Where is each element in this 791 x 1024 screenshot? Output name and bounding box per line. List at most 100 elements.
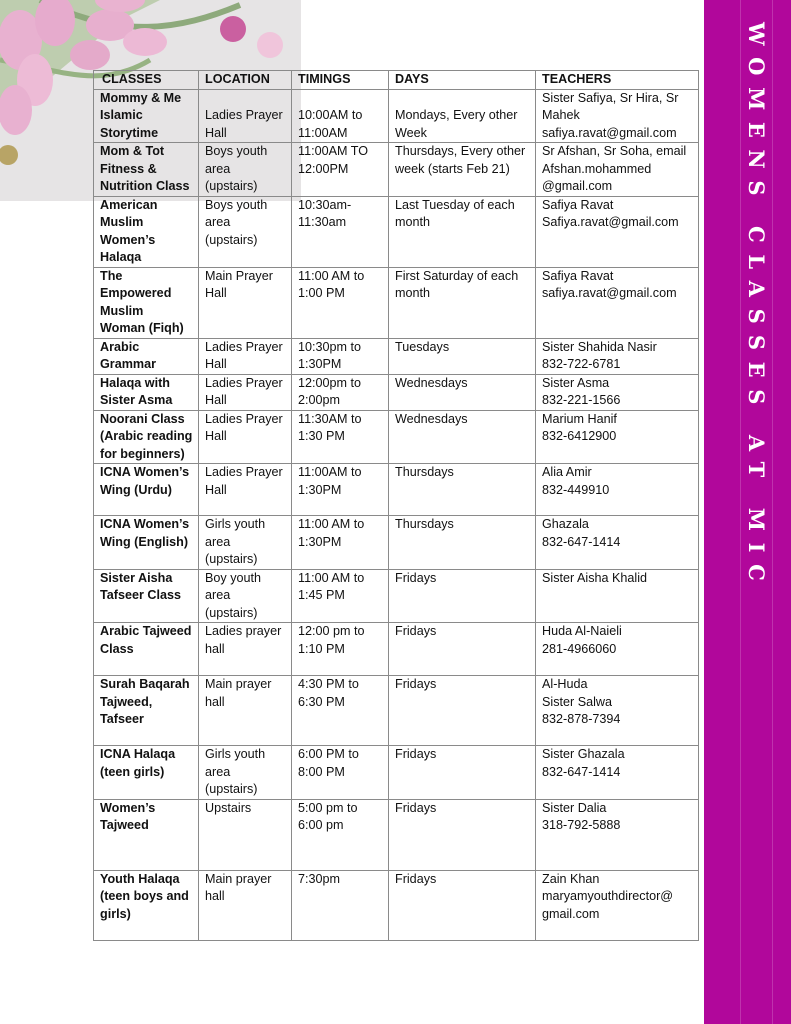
- cell-text: Hall: [205, 125, 227, 140]
- cell-location: Ladies Prayer Hall: [198, 88, 292, 143]
- table-row: Youth Halaqa (teen boys and girls) Main pra…: [93, 869, 699, 941]
- cell-text: Marium Hanif: [542, 411, 617, 426]
- cell-text: (upstairs): [205, 782, 258, 796]
- cell-teachers: Sister Safiya, Sr Hira, Sr Mahek safiya.ra…: [535, 88, 699, 143]
- cell-text: Grammar: [100, 357, 157, 371]
- table-row: The Empowered Muslim Woman (Fiqh) Main Praye…: [93, 266, 699, 339]
- cell-days: Wednesdays: [388, 373, 536, 411]
- cell-text: First Saturday of each: [395, 268, 519, 283]
- cell-text: Ghazala: [542, 517, 589, 531]
- cell-class-name: Arabic Tajweed Class: [93, 622, 199, 676]
- cell-text: Women’s: [100, 232, 156, 247]
- cell-text: Safiya Ravat: [542, 268, 614, 283]
- cell-text: Mahek: [542, 108, 580, 122]
- cell-class-name: American Muslim Women’s Halaqa: [93, 195, 199, 268]
- cell-text: 1:30PM: [298, 357, 342, 371]
- cell-text: 10:00AM to: [298, 108, 363, 122]
- cell-text: 832-449910: [542, 482, 610, 497]
- cell-text: Upstairs: [205, 800, 252, 815]
- cell-class-name: ICNA Women’s Wing (Urdu): [93, 463, 199, 516]
- cell-text: 12:00PM: [298, 161, 349, 176]
- cell-text: Wing (Urdu): [100, 482, 172, 497]
- cell-text: 8:00 PM: [298, 764, 345, 779]
- cell-class-name: Noorani Class (Arabic reading for beginner…: [93, 409, 199, 464]
- cell-text: Empowered: [100, 286, 172, 300]
- cell-text: Main prayer: [205, 677, 272, 691]
- cell-text: 1:30 PM: [298, 429, 345, 443]
- cell-text: Thursdays: [395, 465, 454, 479]
- cell-text: month: [395, 215, 431, 229]
- cell-text: hall: [205, 889, 225, 903]
- cell-class-name: ICNA Women’s Wing (English): [93, 515, 199, 570]
- cell-text: ICNA Women’s: [100, 465, 190, 479]
- cell-timings: 4:30 PM to 6:30 PM: [291, 675, 389, 746]
- classes-table: CLASSES LOCATION TIMINGS DAYS TEACHERS M…: [93, 70, 699, 941]
- table-row: Halaqa with Sister Asma Ladies Prayer Hall 1…: [93, 373, 699, 411]
- cell-text: 1:10 PM: [298, 641, 345, 656]
- cell-text: American: [100, 197, 158, 212]
- table-header-row: CLASSES LOCATION TIMINGS DAYS TEACHERS: [93, 70, 699, 90]
- table-row: Arabic Grammar Ladies Prayer Hall 10:30pm to…: [93, 337, 699, 375]
- cell-text: Class: [100, 641, 134, 656]
- cell-text: Sr Afshan, Sr Soha, email: [542, 144, 687, 158]
- cell-text: area: [205, 215, 231, 229]
- cell-text: Safiya.ravat@gmail.com: [542, 215, 679, 229]
- cell-text: Wednesdays: [395, 411, 468, 426]
- cell-text: Ladies Prayer: [205, 108, 283, 122]
- cell-days: Fridays: [388, 675, 536, 746]
- cell-text: month: [395, 286, 431, 300]
- cell-teachers: Sister Aisha Khalid: [535, 568, 699, 623]
- cell-text: Girls youth: [205, 517, 266, 531]
- cell-text: 832-6412900: [542, 429, 617, 443]
- cell-text: Sister Dalia: [542, 800, 607, 815]
- cell-days: Wednesdays: [388, 409, 536, 464]
- cell-text: Fridays: [395, 570, 437, 585]
- table-row: Surah Baqarah Tajweed, Tafseer Main prayer h…: [93, 675, 699, 746]
- cell-text: Muslim: [100, 303, 144, 318]
- cell-days: Last Tuesday of each month: [388, 195, 536, 268]
- cell-text: Tafseer Class: [100, 588, 181, 602]
- cell-text: 11:00 AM to: [298, 570, 365, 585]
- cell-text: Fitness &: [100, 161, 157, 176]
- cell-text: 11:00AM: [298, 125, 348, 140]
- cell-teachers: Sister Asma 832-221-1566: [535, 373, 699, 411]
- cell-text: Boy youth: [205, 570, 262, 585]
- cell-text: Sister Safiya, Sr Hira, Sr: [542, 90, 679, 105]
- cell-text: 1:45 PM: [298, 588, 345, 602]
- vertical-title: WOMENS CLASSES AT MIC: [744, 22, 769, 593]
- cell-teachers: Huda Al-Naieli 281-4966060: [535, 622, 699, 676]
- cell-text: Youth Halaqa: [100, 871, 180, 886]
- cell-timings: 12:00pm to 2:00pm: [291, 373, 389, 411]
- cell-text: gmail.com: [542, 906, 600, 921]
- cell-text: Tafseer: [100, 712, 144, 726]
- cell-location: Upstairs: [198, 798, 292, 871]
- cell-location: Ladies prayer hall: [198, 622, 292, 676]
- cell-text: (Arabic reading: [100, 429, 193, 443]
- cell-text: 2:00pm: [298, 393, 341, 407]
- cell-text: Muslim: [100, 215, 144, 229]
- cell-text: Hall: [205, 429, 227, 443]
- cell-timings: 11:00 AM to 1:30PM: [291, 515, 389, 570]
- cell-text: Islamic: [100, 108, 143, 122]
- cell-class-name: Youth Halaqa (teen boys and girls): [93, 869, 199, 941]
- cell-text: Main prayer: [205, 871, 272, 886]
- cell-text: safiya.ravat@gmail.com: [542, 125, 677, 140]
- cell-days: Thursdays: [388, 515, 536, 570]
- cell-text: Fridays: [395, 624, 437, 638]
- cell-timings: 11:30AM to 1:30 PM: [291, 409, 389, 464]
- cell-text: area: [205, 764, 231, 779]
- cell-text: Huda Al-Naieli: [542, 624, 622, 638]
- cell-location: Boys youth area (upstairs): [198, 142, 292, 197]
- table-row: ICNA Women’s Wing (Urdu) Ladies Prayer Hall…: [93, 463, 699, 516]
- cell-class-name: Women’s Tajweed: [93, 798, 199, 871]
- cell-timings: 5:00 pm to 6:00 pm: [291, 798, 389, 871]
- cell-text: Fridays: [395, 747, 437, 761]
- cell-text: @gmail.com: [542, 179, 613, 193]
- cell-text: Boys youth: [205, 144, 268, 158]
- sidebar-rule: [740, 0, 741, 1024]
- table-row: Arabic Tajweed Class Ladies prayer hall 12:0…: [93, 622, 699, 676]
- cell-text: 12:00pm to: [298, 375, 362, 390]
- cell-text: 12:00 pm to: [298, 624, 365, 638]
- cell-text: Nutrition Class: [100, 179, 190, 193]
- cell-location: Ladies Prayer Hall: [198, 373, 292, 411]
